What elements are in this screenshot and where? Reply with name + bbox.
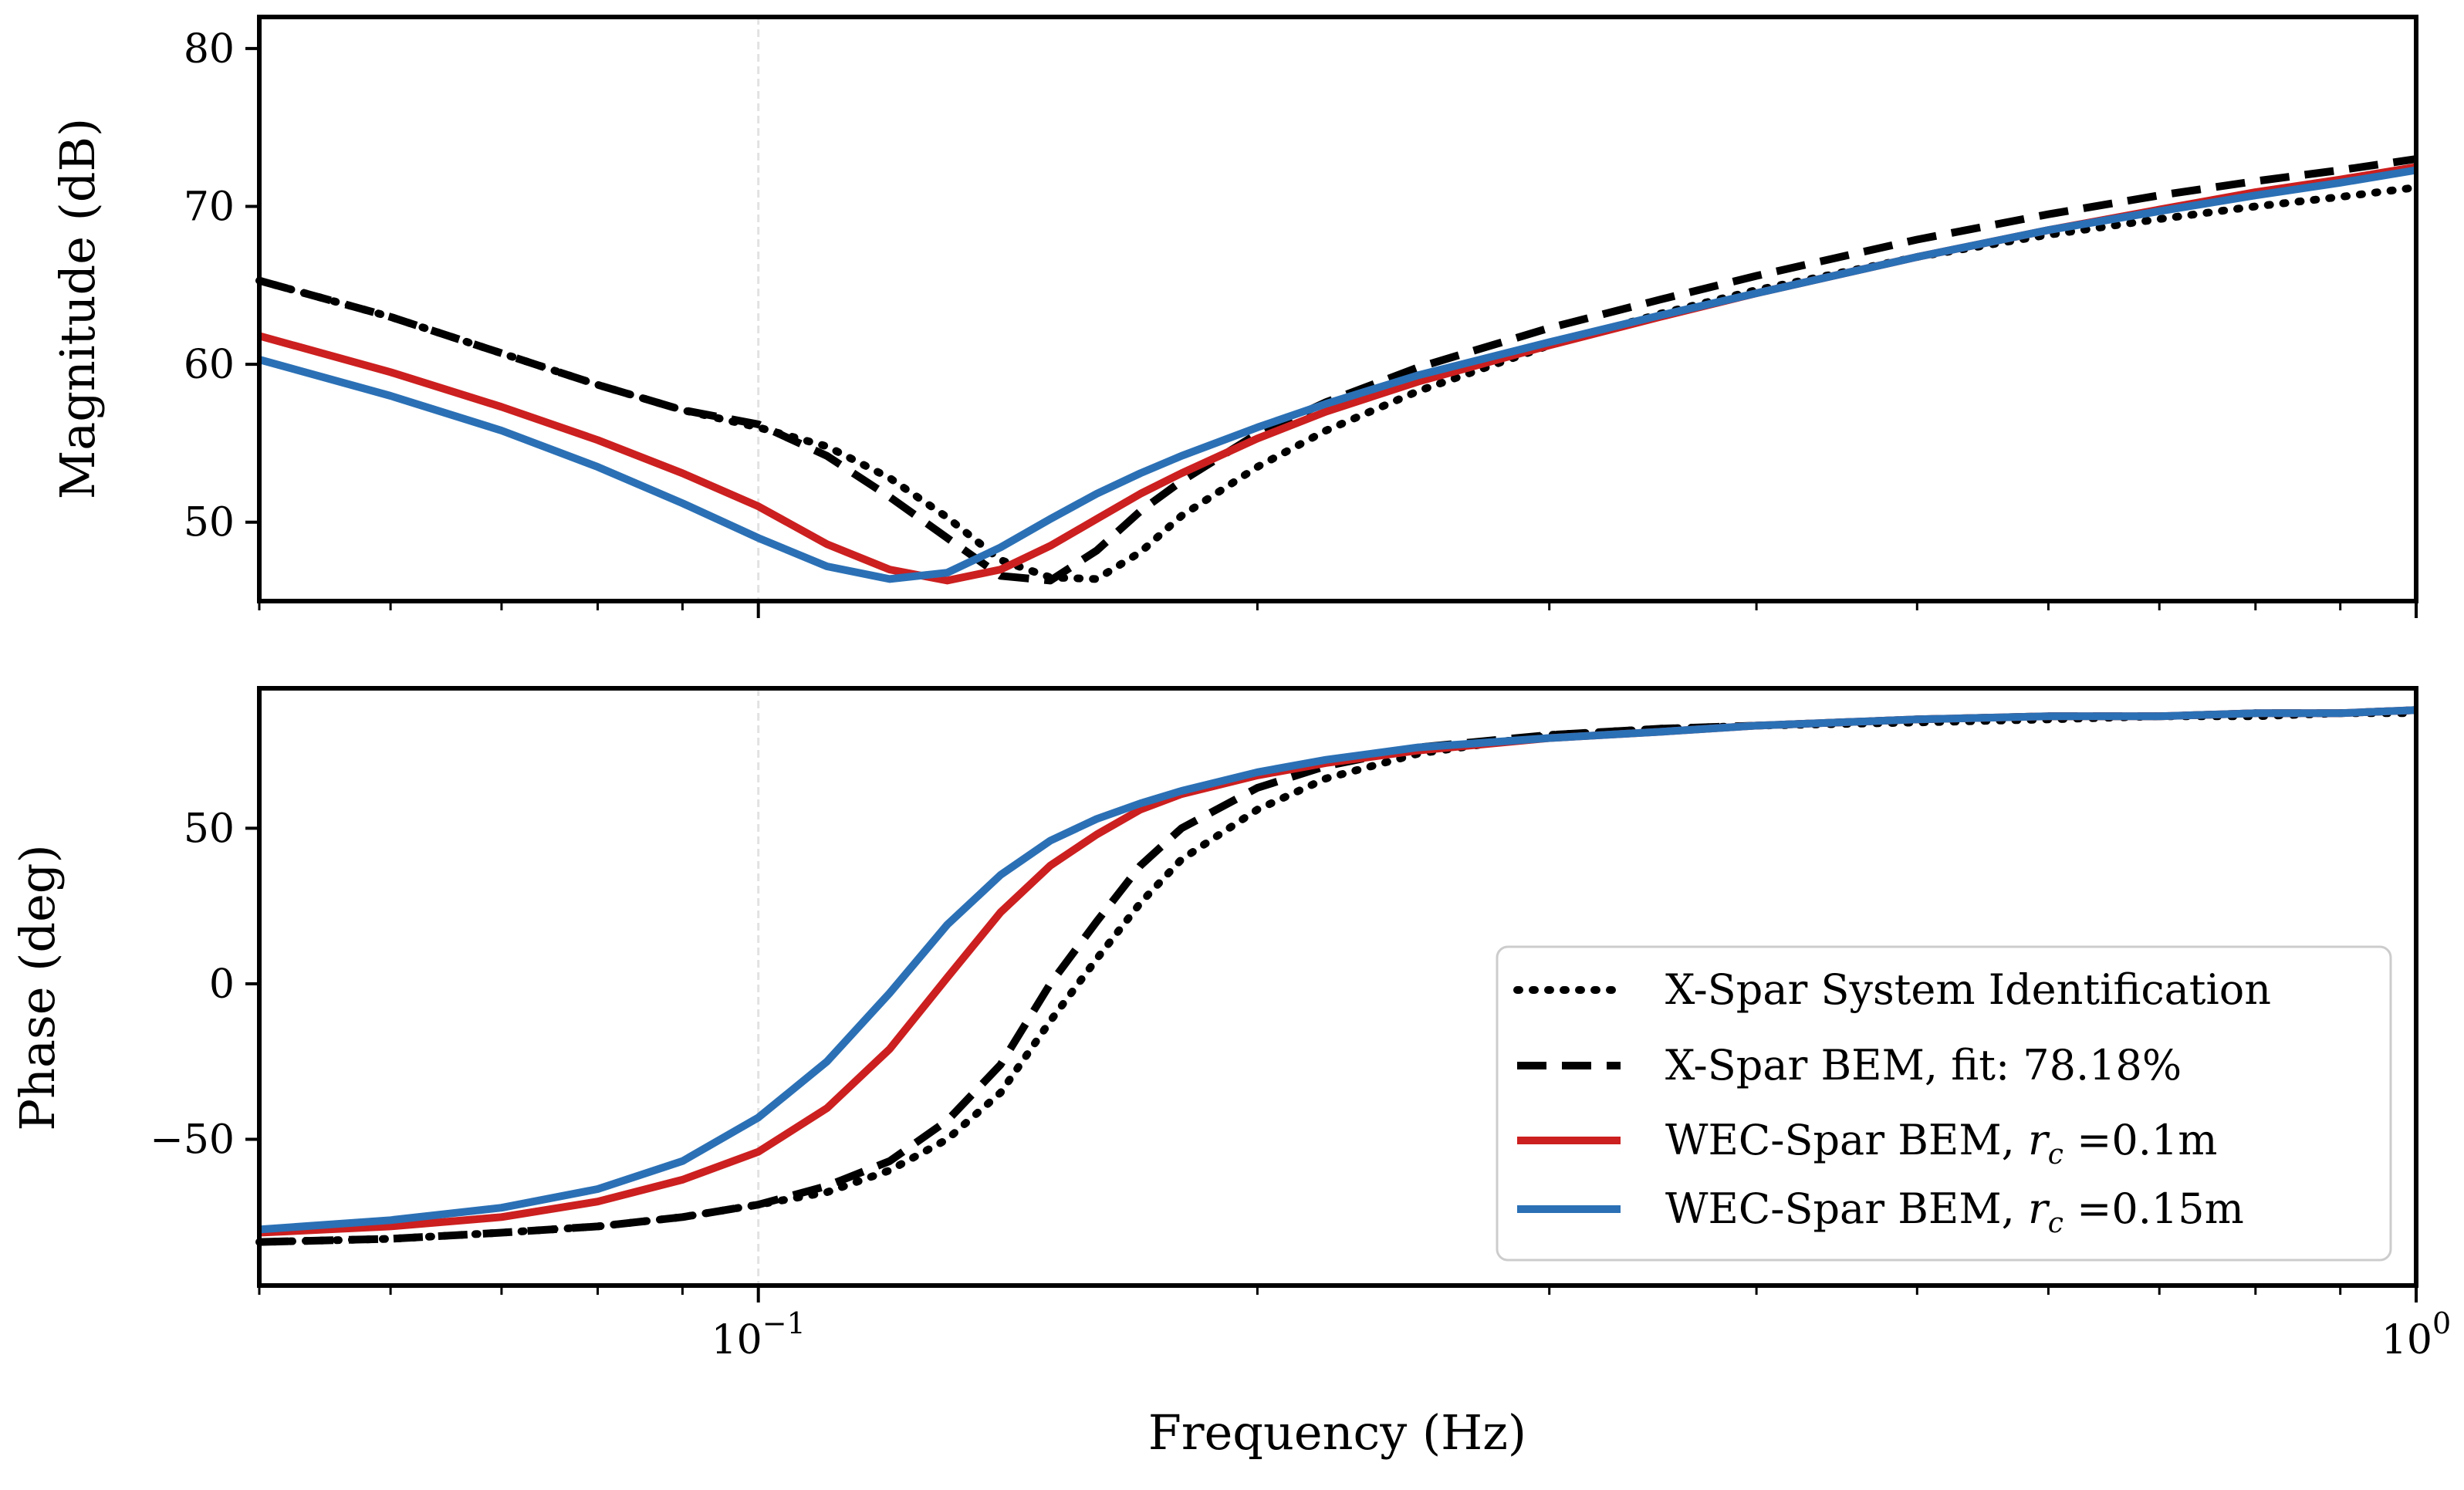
legend-label-4: WEC-Spar BEM, rc =0.15m (1665, 1184, 2244, 1239)
phase-xtick-label: 100 (2381, 1306, 2451, 1363)
phase-xlabel: Frequency (Hz) (1148, 1404, 1526, 1461)
legend-label-3: WEC-Spar BEM, rc =0.1m (1665, 1116, 2217, 1171)
phase-series-4-line (259, 706, 2417, 1234)
magnitude-series-group (255, 155, 2420, 585)
magnitude-series-4-line (258, 166, 2417, 583)
phase-ytick-label: 50 (184, 806, 235, 852)
phase-panel: −50 0 50 10−1 100 Phase (deg) Frequency (Hz)… (9, 686, 2451, 1461)
magnitude-ytick-label: 80 (184, 26, 235, 73)
phase-ylabel: Phase (deg) (9, 844, 66, 1130)
magnitude-ytick-label: 70 (184, 184, 235, 231)
legend-box (1496, 945, 2392, 1262)
phase-xtick-label: 10−1 (711, 1306, 806, 1363)
phase-series-group (255, 706, 2420, 1246)
phase-series-1-line (255, 709, 2420, 1246)
legend: X-Spar System Identification X-Spar BEM, … (1496, 945, 2392, 1262)
legend-label-1: X-Spar System Identification (1665, 965, 2271, 1014)
magnitude-plot-area (259, 17, 2416, 601)
magnitude-axes-frame (257, 15, 2418, 603)
phase-axes-frame (257, 686, 2418, 1288)
phase-ytick-label: 0 (209, 961, 235, 1008)
legend-label-2: X-Spar BEM, fit: 78.18% (1665, 1041, 2182, 1090)
magnitude-ylabel: Magnitude (dB) (49, 118, 106, 499)
magnitude-ytick-label: 50 (184, 500, 235, 546)
magnitude-series-2-line (258, 155, 2417, 585)
phase-ticks-group: −50 0 50 10−1 100 (150, 806, 2451, 1363)
magnitude-ytick-label: 60 (184, 342, 235, 388)
legend-entries-group: X-Spar System Identification X-Spar BEM, … (1513, 965, 2271, 1239)
magnitude-panel: 50 60 70 80 Magnitude (dB) (49, 15, 2420, 618)
magnitude-ticks-group: 50 60 70 80 (184, 26, 2418, 618)
phase-ytick-label: −50 (150, 1117, 235, 1164)
